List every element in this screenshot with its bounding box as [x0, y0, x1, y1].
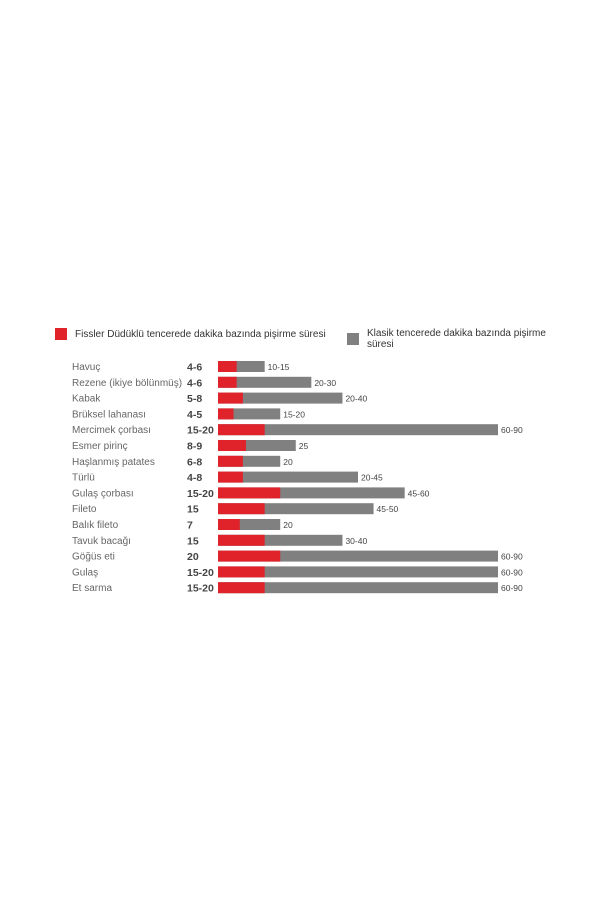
classic-bar	[218, 455, 281, 467]
pressure-bar	[218, 408, 234, 420]
classic-time-label: 15-20	[283, 409, 305, 419]
classic-bar	[218, 534, 343, 546]
pressure-time-label: 15-20	[187, 567, 214, 579]
category-label: Brüksel lahanası	[72, 409, 146, 420]
pressure-bar	[218, 582, 265, 594]
classic-time-label: 20-45	[361, 473, 383, 483]
classic-time-label: 60-90	[501, 567, 523, 577]
pressure-time-label: 4-6	[187, 377, 202, 389]
category-label: Kabak	[72, 394, 101, 405]
classic-bar	[218, 487, 405, 499]
category-label: Rezene (ikiye bölünmüş)	[72, 378, 182, 389]
pressure-bar	[218, 376, 237, 388]
pressure-bar	[218, 550, 281, 562]
category-label: Balık fileto	[72, 520, 119, 531]
classic-time-label: 20-30	[314, 378, 336, 388]
classic-bar	[218, 424, 498, 436]
pressure-bar	[218, 440, 246, 451]
category-label: Tavuk bacağı	[72, 536, 131, 547]
category-label: Gulaş çorbası	[72, 488, 134, 499]
pressure-time-label: 15-20	[187, 425, 214, 437]
classic-time-label: 45-60	[408, 488, 430, 498]
pressure-time-label: 15	[187, 535, 199, 547]
pressure-time-label: 15-20	[187, 583, 214, 595]
pressure-bar	[218, 487, 281, 499]
category-label: Mercimek çorbası	[72, 425, 151, 436]
category-label: Havuç	[72, 362, 100, 373]
classic-time-label: 20	[283, 520, 293, 530]
legend-label-classic: Klasik tencerede dakika bazında pişirme …	[366, 328, 546, 350]
pressure-time-label: 7	[187, 520, 193, 532]
classic-bar	[218, 519, 281, 530]
pressure-time-label: 20	[187, 551, 199, 563]
pressure-bar	[218, 455, 243, 467]
classic-bar	[218, 503, 374, 515]
classic-bar	[218, 392, 343, 404]
classic-time-label: 60-90	[501, 425, 523, 435]
classic-bar	[218, 440, 296, 451]
pressure-bar	[218, 424, 265, 436]
pressure-time-label: 15-20	[187, 488, 214, 500]
pressure-time-label: 4-5	[187, 409, 202, 421]
classic-bar	[218, 376, 312, 388]
classic-bar	[218, 361, 265, 372]
pressure-bar	[218, 392, 243, 404]
legend-swatch-pressure	[55, 328, 67, 340]
classic-time-label: 10-15	[268, 362, 290, 372]
pressure-bar	[218, 534, 265, 546]
pressure-time-label: 6-8	[187, 456, 202, 468]
classic-bar	[218, 408, 281, 420]
classic-bar	[218, 566, 498, 578]
pressure-bar	[218, 519, 240, 530]
classic-time-label: 45-50	[377, 504, 399, 514]
classic-time-label: 20-40	[345, 394, 367, 404]
pressure-time-label: 4-8	[187, 472, 202, 484]
pressure-bar	[218, 566, 265, 578]
category-label: Et sarma	[72, 583, 112, 594]
pressure-time-label: 4-6	[187, 362, 202, 374]
pressure-bar	[218, 503, 265, 515]
legend-swatch-classic	[347, 333, 359, 345]
category-label: Haşlanmış patates	[72, 457, 155, 468]
pressure-time-label: 5-8	[187, 393, 202, 405]
pressure-time-label: 8-9	[187, 441, 202, 453]
category-label: Esmer pirinç	[72, 441, 128, 452]
classic-bar	[218, 582, 498, 594]
legend-item-classic: Klasik tencerede dakika bazında pişirme …	[347, 328, 575, 350]
classic-time-label: 60-90	[501, 583, 523, 593]
legend-label-pressure: Fissler Düdüklü tencerede dakika bazında…	[75, 328, 326, 340]
category-label: Fileto	[72, 504, 97, 515]
pressure-bar	[218, 471, 243, 483]
classic-bar	[218, 550, 498, 562]
classic-time-label: 60-90	[501, 552, 523, 562]
classic-bar	[218, 471, 358, 483]
category-label: Göğüs eti	[72, 552, 115, 563]
pressure-bar	[218, 361, 237, 372]
classic-time-label: 25	[299, 441, 309, 451]
chart-legend: Fissler Düdüklü tencerede dakika bazında…	[55, 328, 575, 350]
pressure-time-label: 15	[187, 504, 199, 516]
category-label: Türlü	[72, 473, 95, 484]
classic-time-label: 30-40	[345, 536, 367, 546]
classic-time-label: 20	[283, 457, 293, 467]
legend-item-pressure: Fissler Düdüklü tencerede dakika bazında…	[55, 328, 326, 340]
category-label: Gulaş	[72, 567, 98, 578]
